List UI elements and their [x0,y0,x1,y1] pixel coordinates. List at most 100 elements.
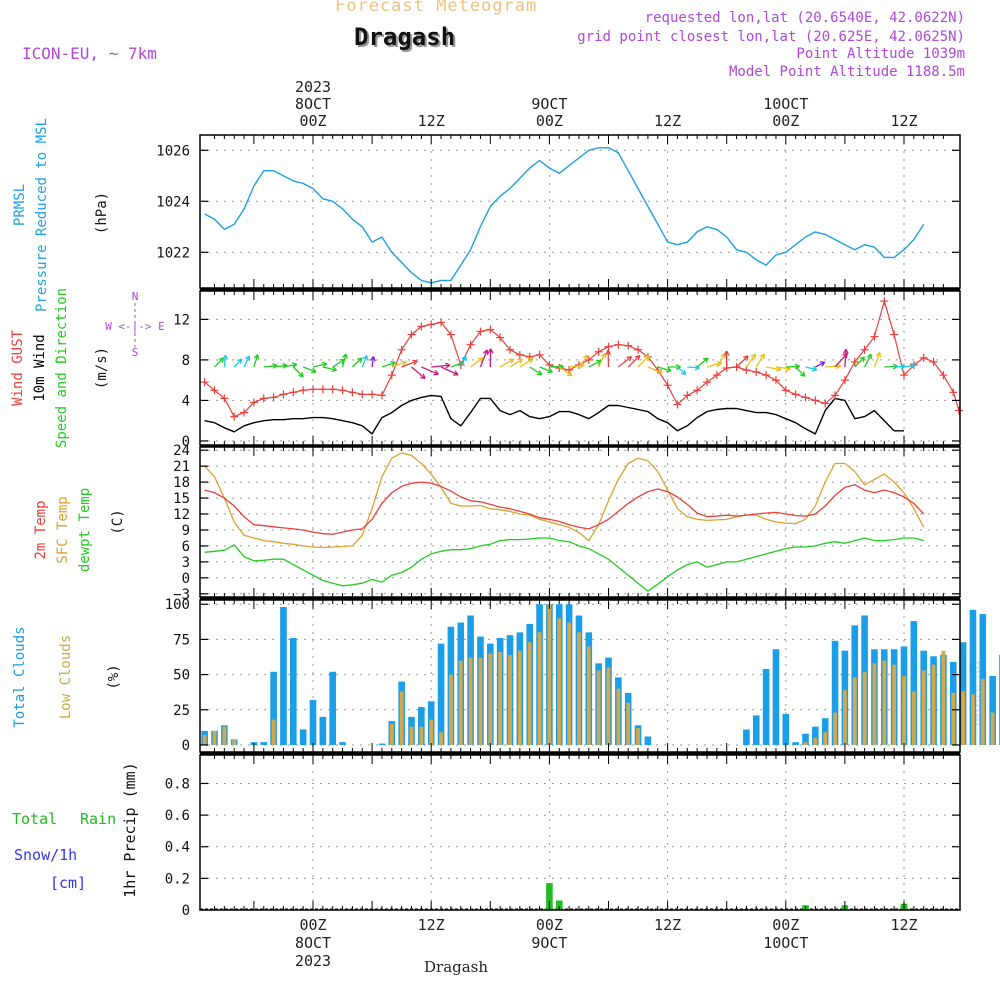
wind-arrow-head [434,369,439,375]
low-cloud-bar [419,726,424,745]
wind-arrow [391,361,407,368]
wind-arrow-head [634,354,640,358]
total-cloud-bar [280,607,287,745]
meteogram-title: Forecast Meteogram [335,0,538,16]
wind-arrow [894,365,906,368]
wind-arrow [381,361,396,368]
wind-arrow [341,353,347,368]
low-cloud-bar [862,671,867,745]
low-cloud-bar [606,667,611,745]
wind-arrow [765,366,782,371]
total-cloud-bar [752,715,760,745]
low-cloud-bar [626,702,631,745]
low-cloud-bar [872,663,877,745]
temp2m-label: 2m Temp [33,500,49,559]
low-cloud-bar [616,688,621,745]
y-tick-label: 21 [173,459,190,475]
wind-arrow-head [605,349,609,356]
wind-arrow-head [702,357,709,360]
low-cloud-bar [409,726,414,745]
y-tick-label: 6 [182,539,190,555]
wind-arrow [687,366,700,369]
total-cloud-bar [910,621,918,745]
low-cloud-bar [951,692,956,745]
low-cloud-bar [892,664,897,745]
wind-arrow-head [866,353,872,358]
rain-label: Rain [80,810,116,828]
time-label-bottom: 00Z [299,916,326,934]
total-cloud-bar [319,716,327,745]
time-label-bottom: 9OCT [531,934,567,952]
low-cloud-bar [961,691,965,745]
low-cloud-bar [971,694,975,745]
wind-arrow-head [547,371,553,374]
low-cloud-bar [911,691,916,745]
wind-arrow-head [579,364,585,369]
total-cloud-bar [821,718,829,745]
low-cloud-bar [557,618,562,745]
compass-we: W <-|-> E [105,320,165,333]
wind-arrow-head [422,373,426,379]
low-cloud-bar [803,742,808,745]
low-cloud-bar [577,632,581,745]
y-tick-label: 0.2 [165,871,190,887]
wind-arrow [499,358,515,368]
wind-arrow-head [759,353,765,358]
low-cloud-bar [586,646,591,745]
time-label-bottom: 00Z [772,916,799,934]
low-cloud-bar [498,652,503,745]
y-tick-label: 0 [182,738,190,754]
wind-arrow [332,358,345,368]
wind-arrow-head [362,355,368,360]
compass-n: N [132,290,139,303]
wind-arrow [361,355,368,368]
low-cloud-bar [636,728,640,745]
wind-label: 10m Wind [32,334,48,401]
wind-arrow [815,361,826,368]
total-label: Total [12,810,57,828]
time-label-bottom: 8OCT [295,934,331,952]
total-cloud-bar [762,668,770,745]
wind-arrow-head [253,354,259,359]
wind-arrow-head [412,359,418,362]
wind-arrow-head [538,369,543,375]
wind-arrow-head [842,352,848,356]
time-label-top: 2023 [295,78,331,96]
wind-arrow-head [401,360,407,363]
wind-arrow-head [717,362,723,367]
low-cloud-bar [271,719,276,745]
time-label-top: 9OCT [531,95,567,113]
wind-arrow [775,366,791,370]
low-cloud-bar [202,735,207,745]
wind-arrow-head [569,370,573,376]
wind-arrow [292,366,304,378]
wind-arrow-head [487,348,492,354]
dewpoint-label: dewpt Temp [77,488,93,572]
wind-arrow-head [530,358,534,364]
wind-arrow-head [657,372,663,375]
time-label-top: 12Z [418,112,445,130]
sfc-temp-label: SFC Temp [55,496,71,563]
wind-arrow-head [345,353,348,359]
wind-arrow-head [675,364,681,368]
wind-arrow-head [754,354,757,360]
total-cloud-bar [309,699,317,745]
y-tick-label: 18 [173,475,190,491]
wind-arrow-head [821,361,826,367]
wind-arrow-head [583,354,589,358]
wind-arrow [529,366,543,376]
wind-arrow [371,356,375,368]
wind-arrow [411,366,426,380]
wind-arrow-head [628,356,633,362]
wind-arrow-head [480,357,484,363]
low-cloud-bar [902,676,906,745]
low-cloud-bar [212,730,217,745]
wind-arrow-head [776,369,782,372]
low-cloud-bar [478,657,483,745]
wind-arrow-head [372,356,376,362]
y-tick-label: 0.6 [165,808,190,824]
gust-label: Wind GUST [10,330,26,406]
total-cloud-bar [378,743,386,745]
y-tick-label: 12 [173,507,190,523]
wind-arrow-head [486,349,489,356]
